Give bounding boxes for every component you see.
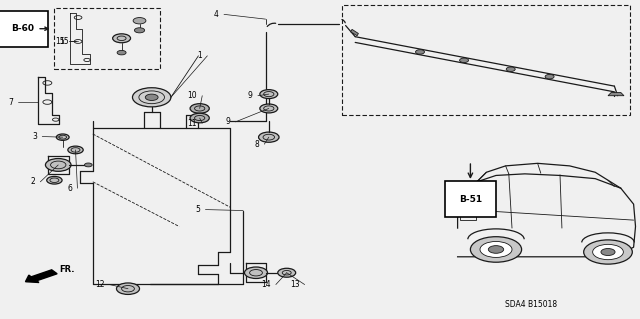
- Text: SDA4 B15018: SDA4 B15018: [505, 300, 557, 309]
- Text: 11: 11: [188, 119, 197, 128]
- Circle shape: [113, 34, 131, 43]
- Text: 4: 4: [214, 10, 219, 19]
- Circle shape: [133, 18, 146, 24]
- Circle shape: [68, 146, 83, 154]
- Circle shape: [480, 241, 512, 257]
- Circle shape: [460, 58, 468, 63]
- Circle shape: [488, 246, 504, 253]
- Text: 9: 9: [248, 91, 253, 100]
- Text: 15: 15: [56, 37, 65, 46]
- Circle shape: [584, 240, 632, 264]
- Text: B-51: B-51: [459, 195, 482, 204]
- Text: 8: 8: [255, 140, 259, 149]
- Text: 10: 10: [188, 91, 197, 100]
- FancyArrow shape: [26, 270, 57, 283]
- Circle shape: [116, 283, 140, 294]
- Circle shape: [84, 163, 92, 167]
- Text: 3: 3: [32, 132, 37, 141]
- Text: 15: 15: [60, 37, 69, 46]
- Text: 5: 5: [195, 205, 200, 214]
- Circle shape: [117, 50, 126, 55]
- Circle shape: [260, 104, 278, 113]
- Circle shape: [190, 104, 209, 113]
- Circle shape: [134, 28, 145, 33]
- Circle shape: [132, 88, 171, 107]
- Circle shape: [56, 134, 69, 140]
- Polygon shape: [351, 29, 358, 36]
- Circle shape: [260, 90, 278, 99]
- Circle shape: [190, 113, 209, 123]
- Circle shape: [145, 94, 158, 100]
- Circle shape: [278, 268, 296, 277]
- Circle shape: [593, 244, 623, 260]
- Polygon shape: [608, 93, 624, 96]
- Circle shape: [462, 197, 472, 202]
- Text: 1: 1: [198, 51, 202, 60]
- Text: 7: 7: [8, 98, 13, 107]
- Bar: [460, 196, 476, 220]
- Circle shape: [415, 50, 424, 54]
- Text: 2: 2: [31, 177, 35, 186]
- Circle shape: [259, 132, 279, 142]
- FancyBboxPatch shape: [54, 8, 160, 69]
- Text: B-60: B-60: [12, 24, 35, 33]
- Circle shape: [45, 159, 71, 171]
- Circle shape: [506, 67, 515, 71]
- Circle shape: [545, 74, 554, 79]
- Circle shape: [601, 249, 615, 256]
- Text: 13: 13: [290, 280, 300, 289]
- FancyBboxPatch shape: [342, 5, 630, 115]
- Text: 12: 12: [95, 280, 104, 289]
- Circle shape: [470, 237, 522, 262]
- Text: 14: 14: [261, 280, 271, 289]
- Text: 6: 6: [67, 184, 72, 193]
- Text: 9: 9: [225, 117, 230, 126]
- Circle shape: [244, 267, 268, 278]
- Text: FR.: FR.: [60, 265, 75, 274]
- Circle shape: [47, 176, 62, 184]
